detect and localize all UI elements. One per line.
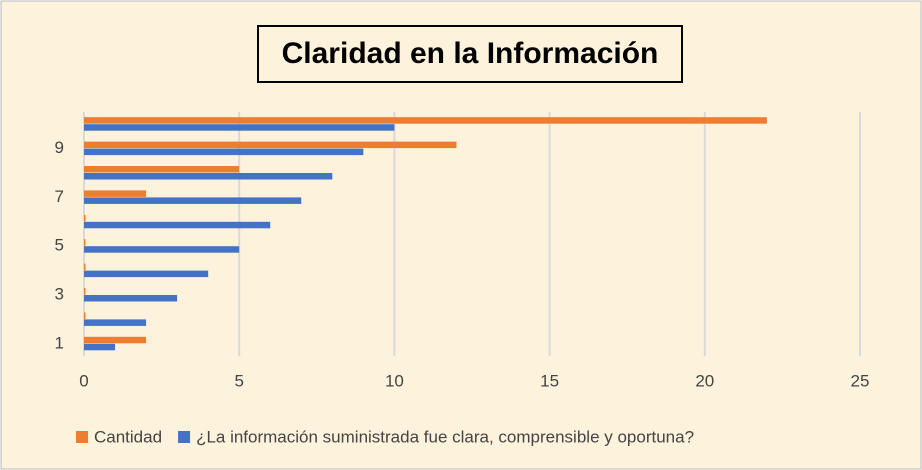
y-tick-label: 7 (55, 187, 64, 206)
bar (84, 197, 302, 204)
bar (84, 124, 395, 131)
bar (84, 343, 116, 351)
bar (84, 214, 86, 222)
bar (84, 239, 86, 246)
chart-title: Claridad en la Información (282, 37, 659, 70)
bar (84, 246, 240, 253)
bar (84, 288, 86, 295)
bar (84, 190, 147, 197)
bar (84, 336, 147, 344)
bar (84, 166, 240, 173)
legend-swatch (76, 431, 88, 443)
title-box (257, 25, 683, 83)
x-tick-label: 25 (851, 371, 870, 390)
bar (84, 221, 271, 229)
bar (84, 295, 178, 302)
y-tick-label: 1 (55, 333, 64, 352)
y-tick-label: 9 (55, 138, 64, 157)
x-tick-label: 10 (385, 371, 404, 390)
legend-swatch (178, 431, 191, 443)
legend-label: ¿La información suministrada fue clara, … (196, 427, 694, 446)
x-tick-label: 15 (540, 371, 559, 390)
y-tick-label: 5 (55, 236, 64, 255)
bar (84, 312, 86, 319)
bar (84, 270, 209, 278)
bar (84, 117, 767, 124)
bar (84, 141, 457, 149)
bar (84, 263, 86, 271)
bar (84, 173, 333, 180)
legend-label: Cantidad (94, 427, 162, 446)
x-tick-label: 0 (79, 371, 88, 390)
y-tick-label: 3 (55, 284, 64, 303)
bar (84, 319, 147, 326)
bar (84, 148, 364, 156)
x-tick-label: 5 (234, 371, 243, 390)
x-tick-label: 20 (695, 371, 714, 390)
